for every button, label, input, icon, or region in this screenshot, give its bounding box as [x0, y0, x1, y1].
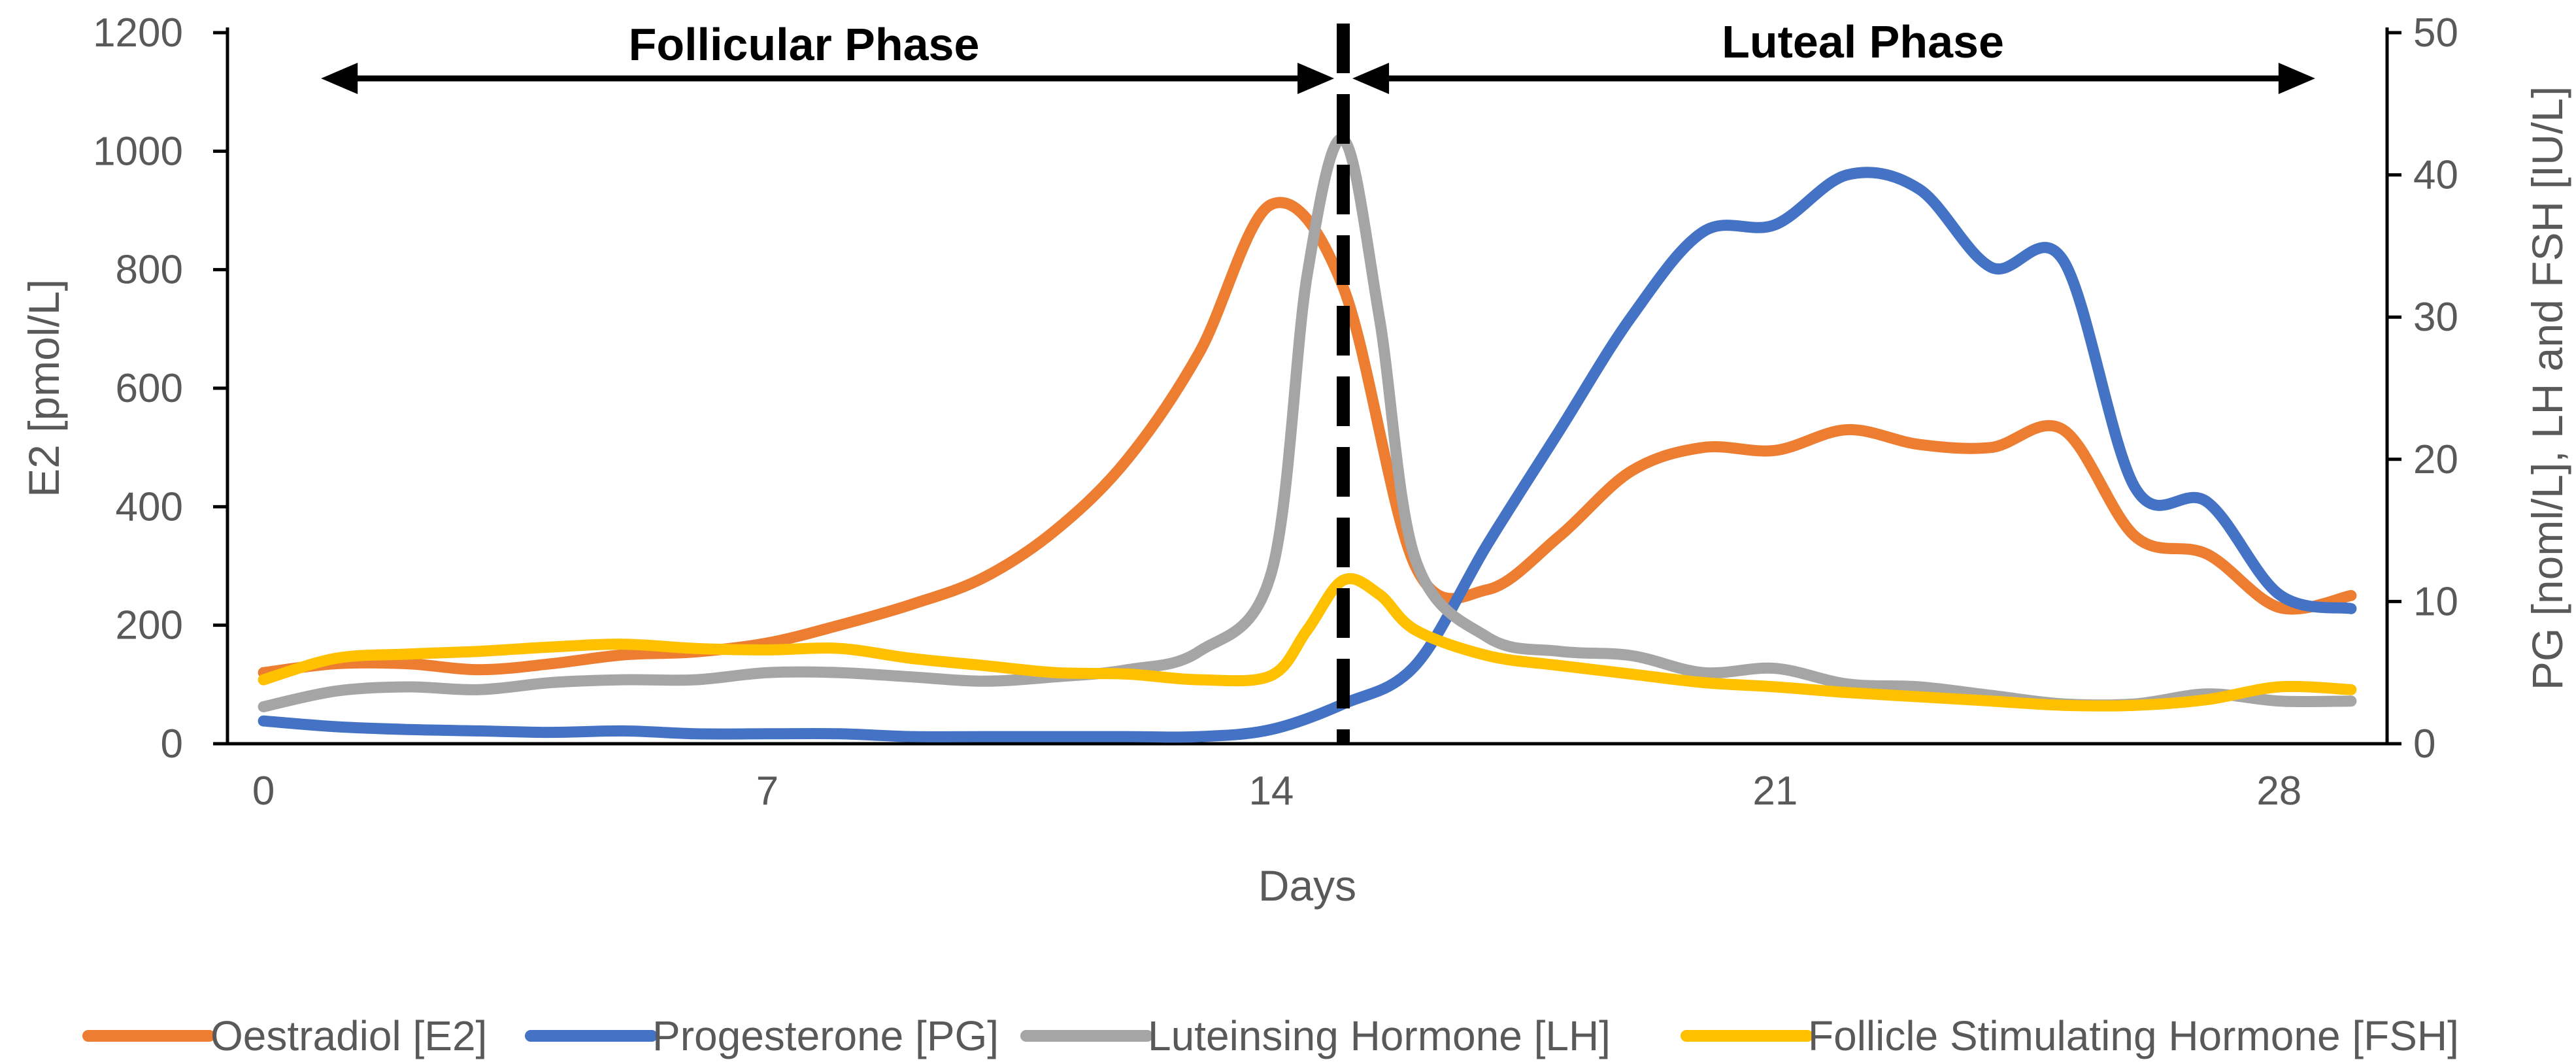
follicular-phase-label: Follicular Phase — [629, 19, 980, 70]
right-y-tick-label: 0 — [2413, 722, 2435, 767]
legend-label: Progesterone [PG] — [652, 1012, 999, 1059]
left-y-tick-label: 0 — [161, 722, 183, 767]
phase-arrow-head-left — [321, 63, 358, 94]
x-tick-label: 7 — [756, 769, 778, 814]
x-tick-label: 14 — [1248, 769, 1294, 814]
right-y-tick-label: 30 — [2413, 295, 2458, 340]
progesterone-pg-line — [258, 167, 2357, 743]
right-y-tick-label: 50 — [2413, 10, 2458, 56]
axes-layer: 0 200 400 600 800 1000 1200 0 10 20 30 40 50 0 7 14 21 28 — [93, 10, 2458, 814]
x-tick-label: 0 — [252, 769, 275, 814]
fsh-line — [258, 572, 2357, 712]
right-y-tick-label: 20 — [2413, 437, 2458, 482]
right-y-tick-label: 10 — [2413, 579, 2458, 624]
right-y-axis-title: PG [noml/L], LH and FSH [IU/L] — [2523, 86, 2571, 690]
phase-arrow-head-right — [2278, 63, 2315, 94]
oestradiol-e2-line — [258, 197, 2357, 678]
lh-line — [258, 133, 2357, 712]
right-y-tick-label: 40 — [2413, 153, 2458, 198]
legend-label: Follicle Stimulating Hormone [FSH] — [1808, 1012, 2459, 1059]
left-y-tick-label: 200 — [116, 603, 183, 648]
series-layer — [258, 133, 2357, 743]
x-tick-label: 21 — [1752, 769, 1798, 814]
left-y-tick-label: 1200 — [93, 10, 183, 56]
legend-label: Oestradiol [E2] — [210, 1012, 487, 1059]
luteal-phase-label: Luteal Phase — [1722, 16, 2004, 67]
left-y-tick-label: 1000 — [93, 129, 183, 174]
left-y-tick-label: 800 — [116, 248, 183, 293]
phase-overlay: Follicular Phase Luteal Phase — [321, 16, 2315, 744]
phase-arrow-head-right — [1297, 63, 1335, 94]
phase-arrow-head-left — [1352, 63, 1390, 94]
legend-label: Luteinsing Hormone [LH] — [1148, 1012, 1611, 1059]
x-tick-label: 28 — [2256, 769, 2301, 814]
legend: Oestradiol [E2] Progesterone [PG] Luteinsi… — [82, 1012, 2459, 1059]
left-y-axis-title: E2 [pmol/L] — [20, 279, 68, 497]
x-axis-title: Days — [1258, 861, 1356, 910]
phase-arrows — [321, 63, 2315, 94]
left-y-tick-label: 400 — [116, 484, 183, 529]
left-y-tick-label: 600 — [116, 366, 183, 411]
